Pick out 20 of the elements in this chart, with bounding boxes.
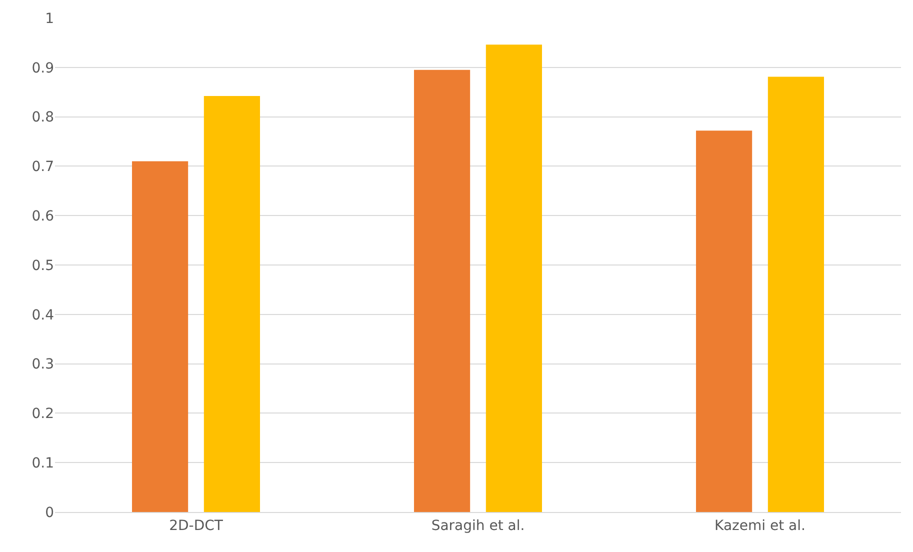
x-tick-label: Saragih et al. bbox=[431, 518, 525, 534]
bar bbox=[204, 96, 260, 512]
y-tick-label: 0.5 bbox=[32, 258, 54, 274]
x-tick-label: Kazemi et al. bbox=[714, 518, 806, 534]
y-tick-label: 0.9 bbox=[32, 60, 54, 76]
y-tick-label: 0.7 bbox=[32, 159, 54, 176]
bar bbox=[486, 44, 542, 512]
y-tick-label: 0.1 bbox=[32, 456, 54, 472]
bar bbox=[132, 161, 188, 512]
y-tick-label: 0.4 bbox=[32, 307, 54, 324]
x-tick-label: 2D-DCT bbox=[169, 518, 224, 534]
y-tick-label: 0.2 bbox=[32, 406, 54, 422]
bar bbox=[414, 70, 470, 512]
y-tick-label: 0 bbox=[45, 504, 54, 521]
bar bbox=[768, 76, 824, 512]
bar bbox=[696, 130, 752, 512]
y-tick-label: 1 bbox=[45, 10, 54, 27]
y-tick-label: 0.8 bbox=[32, 110, 54, 126]
y-tick-label: 0.6 bbox=[32, 208, 54, 224]
y-tick-label: 0.3 bbox=[32, 356, 54, 373]
